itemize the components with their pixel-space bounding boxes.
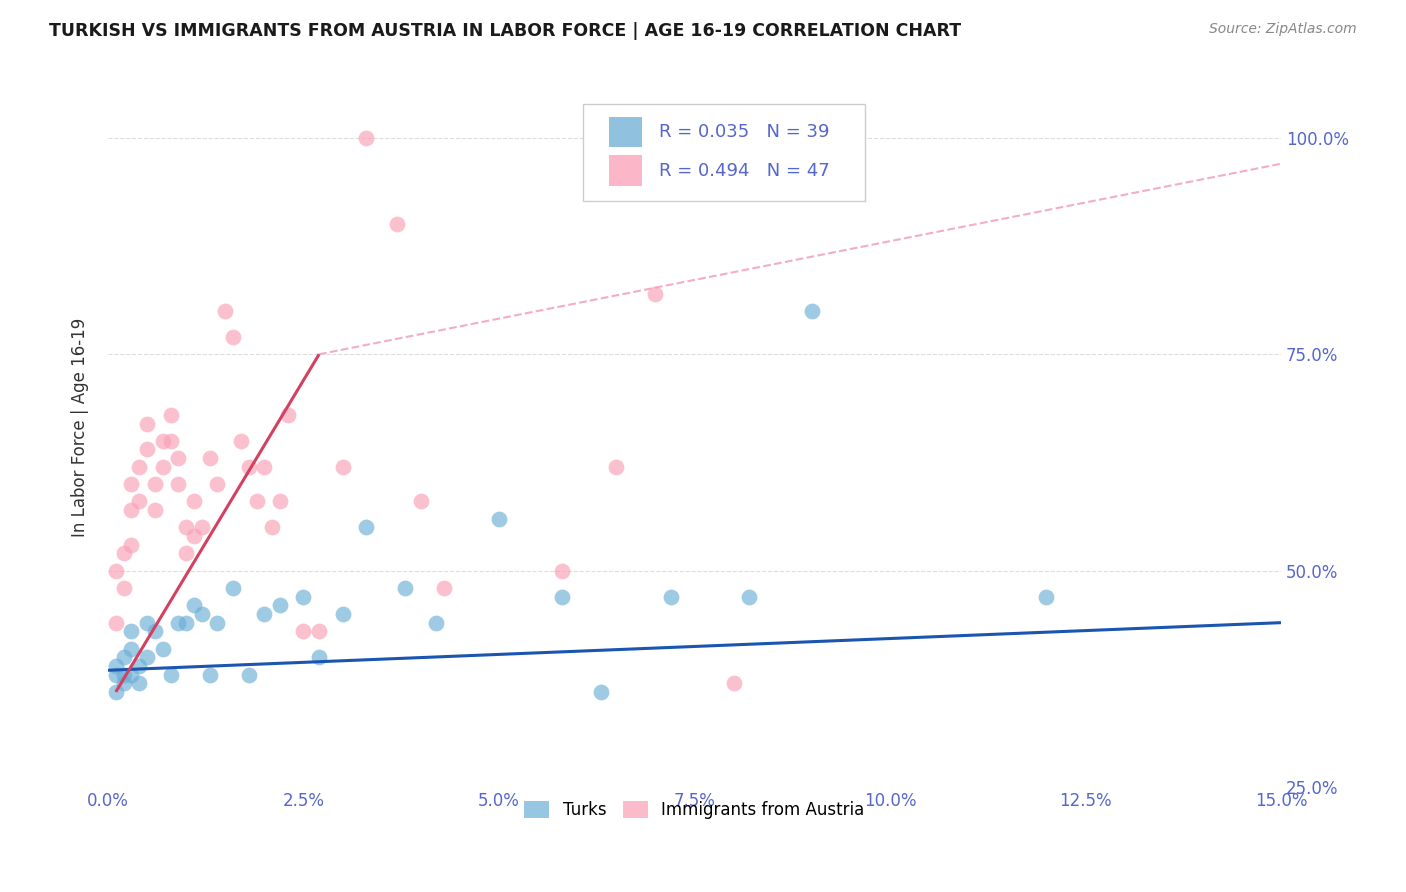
Bar: [609, 155, 641, 186]
Point: [167, 451, 190, 466]
Point: [253, 607, 276, 621]
Point: [191, 607, 214, 621]
Point: [723, 676, 745, 690]
Point: [191, 520, 214, 534]
Point: [112, 650, 135, 665]
Point: [174, 520, 197, 534]
Point: [104, 667, 127, 681]
Point: [269, 494, 291, 508]
Point: [159, 667, 181, 681]
Point: [174, 546, 197, 560]
Point: [222, 330, 245, 344]
Text: Source: ZipAtlas.com: Source: ZipAtlas.com: [1209, 22, 1357, 37]
Point: [262, 520, 284, 534]
Point: [112, 546, 135, 560]
Point: [128, 459, 150, 474]
Point: [589, 685, 612, 699]
Point: [800, 304, 823, 318]
Point: [159, 408, 181, 422]
Point: [207, 477, 229, 491]
Point: [159, 434, 181, 448]
Point: [354, 130, 377, 145]
Point: [104, 564, 127, 578]
Bar: [609, 117, 641, 147]
Point: [120, 641, 142, 656]
Point: [1035, 590, 1057, 604]
Point: [112, 676, 135, 690]
Point: [198, 451, 221, 466]
Point: [104, 615, 127, 630]
Point: [605, 459, 627, 474]
Point: [409, 494, 432, 508]
Point: [238, 459, 260, 474]
Point: [120, 538, 142, 552]
Point: [425, 615, 447, 630]
Point: [644, 286, 666, 301]
Point: [550, 590, 572, 604]
Point: [183, 599, 205, 613]
Point: [292, 590, 315, 604]
Text: R = 0.494   N = 47: R = 0.494 N = 47: [659, 161, 830, 179]
Point: [214, 304, 236, 318]
Point: [143, 477, 166, 491]
Point: [308, 624, 330, 639]
Point: [152, 434, 174, 448]
Point: [387, 218, 409, 232]
Point: [183, 529, 205, 543]
Point: [207, 615, 229, 630]
Point: [128, 676, 150, 690]
Point: [152, 641, 174, 656]
Point: [120, 624, 142, 639]
Point: [120, 477, 142, 491]
Point: [136, 615, 159, 630]
Point: [198, 667, 221, 681]
Point: [394, 581, 416, 595]
Point: [245, 494, 267, 508]
Point: [738, 590, 761, 604]
Point: [659, 590, 682, 604]
Point: [488, 806, 510, 821]
Point: [488, 512, 510, 526]
Point: [277, 408, 299, 422]
Point: [152, 459, 174, 474]
Point: [167, 615, 190, 630]
Point: [104, 685, 127, 699]
Y-axis label: In Labor Force | Age 16-19: In Labor Force | Age 16-19: [72, 318, 89, 538]
Point: [292, 624, 315, 639]
Point: [269, 599, 291, 613]
Point: [143, 624, 166, 639]
Point: [174, 615, 197, 630]
Point: [167, 477, 190, 491]
FancyBboxPatch shape: [583, 104, 865, 202]
Point: [104, 659, 127, 673]
Point: [143, 503, 166, 517]
Point: [433, 581, 456, 595]
Point: [136, 650, 159, 665]
Point: [332, 607, 354, 621]
Point: [112, 581, 135, 595]
Point: [128, 659, 150, 673]
Point: [136, 442, 159, 457]
Point: [253, 459, 276, 474]
Point: [120, 667, 142, 681]
Text: R = 0.035   N = 39: R = 0.035 N = 39: [659, 123, 830, 141]
Point: [308, 650, 330, 665]
Point: [183, 494, 205, 508]
Point: [120, 503, 142, 517]
Point: [112, 667, 135, 681]
Point: [128, 494, 150, 508]
Point: [550, 564, 572, 578]
Point: [222, 581, 245, 595]
Point: [136, 417, 159, 431]
Point: [332, 459, 354, 474]
Legend: Turks, Immigrants from Austria: Turks, Immigrants from Austria: [517, 794, 872, 826]
Text: TURKISH VS IMMIGRANTS FROM AUSTRIA IN LABOR FORCE | AGE 16-19 CORRELATION CHART: TURKISH VS IMMIGRANTS FROM AUSTRIA IN LA…: [49, 22, 962, 40]
Point: [229, 434, 252, 448]
Point: [238, 667, 260, 681]
Point: [354, 520, 377, 534]
